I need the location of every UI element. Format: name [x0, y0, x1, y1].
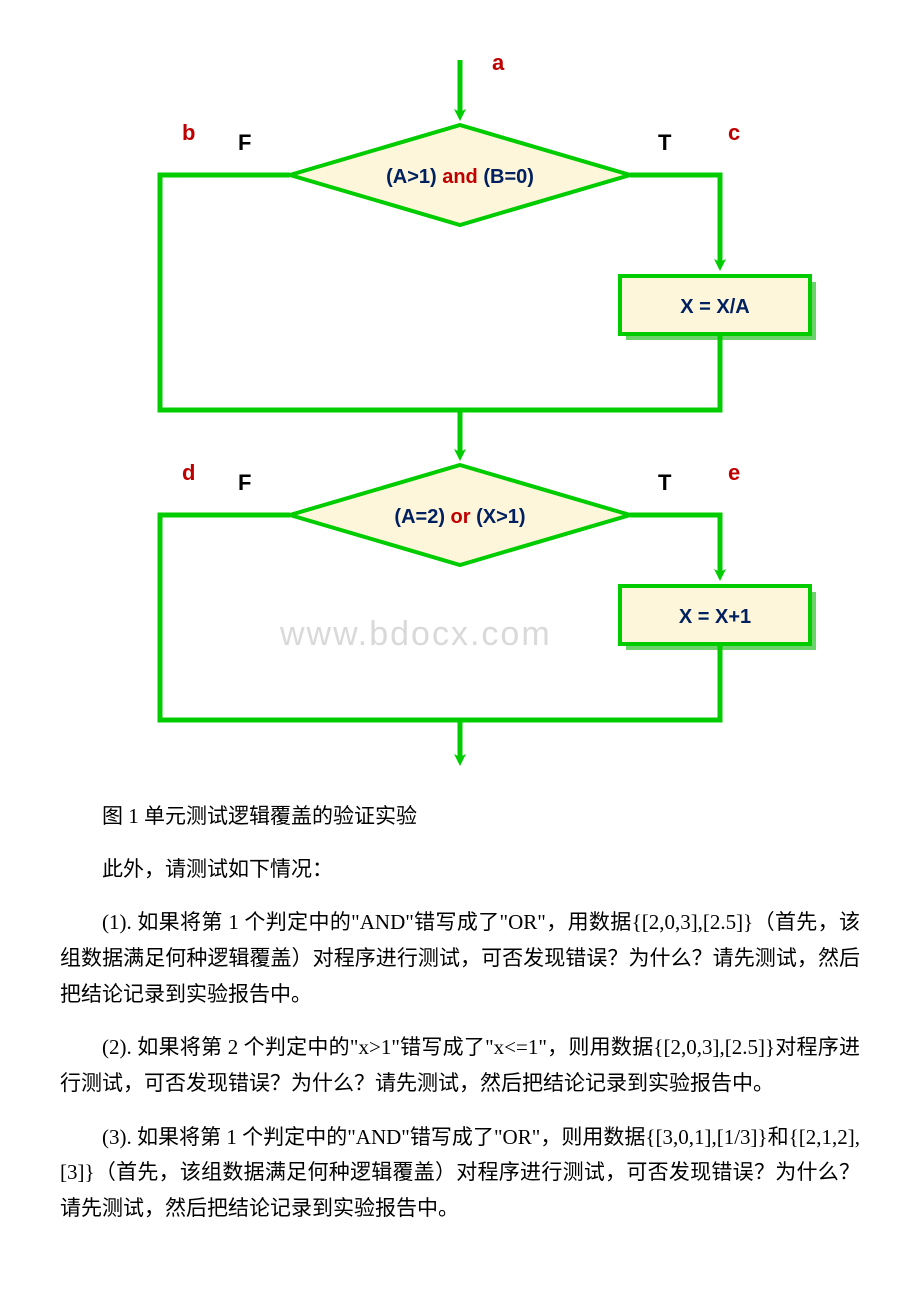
- figure-caption: 图 1 单元测试逻辑覆盖的验证实验: [60, 800, 860, 834]
- svg-text:(A>1) and (B=0): (A>1) and (B=0): [386, 166, 534, 188]
- label-F1: F: [238, 130, 251, 155]
- label-b: b: [182, 120, 195, 145]
- label-T2: T: [658, 470, 672, 495]
- process-2-text: X = X+1: [679, 606, 751, 628]
- flowchart-svg: a (A>1) and (B=0) b F c T X = X/A: [60, 40, 860, 780]
- d2-op: or: [451, 506, 471, 528]
- label-F2: F: [238, 470, 251, 495]
- flowchart-container: a (A>1) and (B=0) b F c T X = X/A: [60, 40, 860, 780]
- label-e: e: [728, 460, 740, 485]
- intro-text: 此外，请测试如下情况：: [60, 852, 860, 888]
- label-T1: T: [658, 130, 672, 155]
- d2-left: (A=2): [394, 506, 450, 528]
- d1-left: (A>1): [386, 166, 442, 188]
- label-c: c: [728, 120, 740, 145]
- svg-text:(A=2) or (X>1): (A=2) or (X>1): [394, 506, 525, 528]
- d2-right: (X>1): [471, 506, 526, 528]
- document-page: a (A>1) and (B=0) b F c T X = X/A: [0, 0, 920, 1305]
- d1-right: (B=0): [478, 166, 534, 188]
- process-1-text: X = X/A: [680, 296, 749, 318]
- question-3: (3). 如果将第 1 个判定中的"AND"错写成了"OR"，则用数据{[3,0…: [60, 1120, 860, 1227]
- question-2: (2). 如果将第 2 个判定中的"x>1"错写成了"x<=1"，则用数据{[2…: [60, 1030, 860, 1101]
- question-1: (1). 如果将第 1 个判定中的"AND"错写成了"OR"，用数据{[2,0,…: [60, 905, 860, 1012]
- label-d: d: [182, 460, 195, 485]
- d1-op: and: [442, 166, 478, 188]
- label-a: a: [492, 50, 505, 75]
